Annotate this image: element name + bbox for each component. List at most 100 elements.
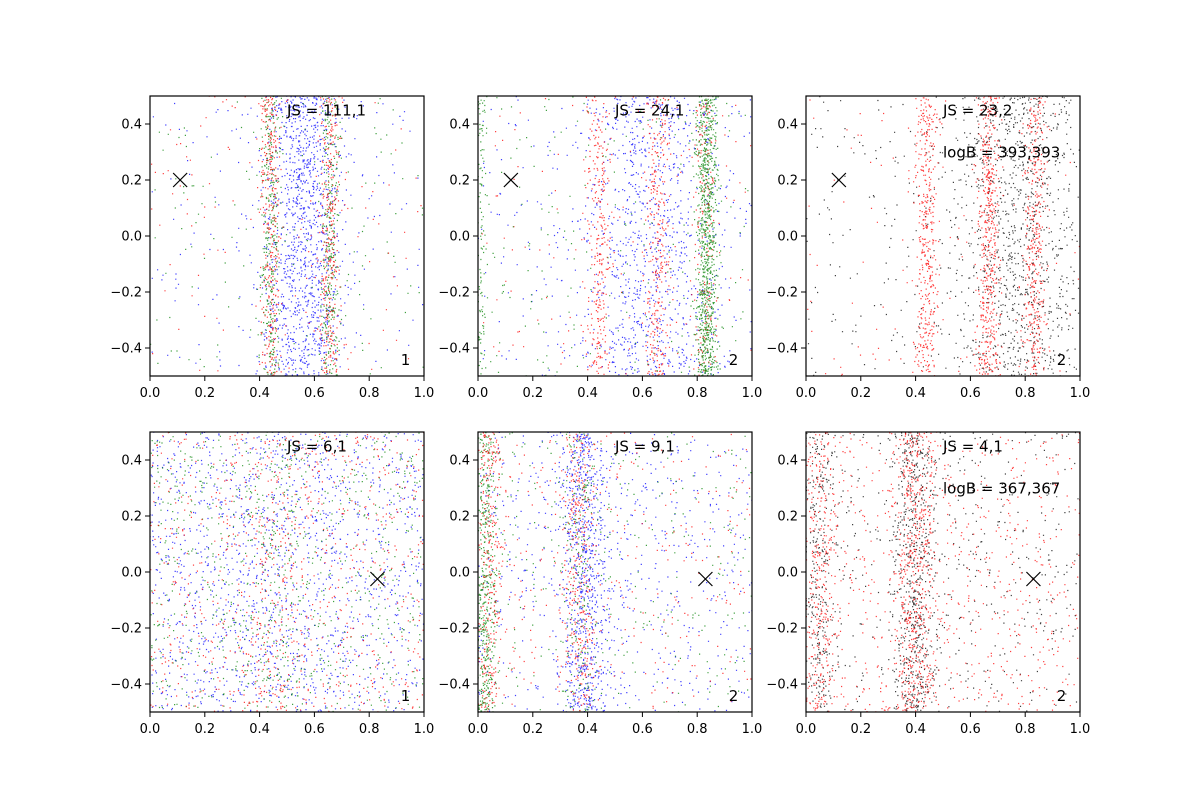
x-tick-label: 0.2 — [850, 386, 871, 401]
points-blue — [150, 432, 424, 712]
y-tick-label: −0.2 — [110, 622, 142, 637]
points-red — [150, 432, 424, 712]
js-annotation: JS = 24,1 — [614, 102, 684, 120]
y-tick-label: 0.2 — [777, 174, 798, 189]
y-tick-label: 0.0 — [449, 566, 470, 581]
scatter-points — [478, 96, 752, 376]
x-tick-label: 1.0 — [1070, 722, 1091, 737]
x-tick-label: 0.2 — [522, 386, 543, 401]
points-green — [150, 432, 424, 712]
y-tick-label: 0.0 — [121, 566, 142, 581]
y-tick-label: −0.2 — [438, 622, 470, 637]
x-tick-label: 1.0 — [414, 722, 435, 737]
panel-label: 1 — [401, 351, 411, 369]
y-tick-label: 0.2 — [121, 510, 142, 525]
series-black — [806, 432, 1079, 712]
panel-label: 2 — [1057, 351, 1067, 369]
panel-bottom-left: 0.0 0.2 0.4 0.6 0.8 1.0 0.4 0.2 0.0 −0.2 −0.4 JS = … — [110, 431, 435, 737]
series-red — [150, 432, 424, 712]
panel-top-left: 0.0 0.2 0.4 0.6 0.8 1.0 0.4 0.2 0.0 −0.2 −0.4 JS = … — [110, 95, 435, 401]
y-tick-label: 0.4 — [121, 454, 142, 469]
js-annotation: JS = 111,1 — [286, 102, 366, 120]
x-marker — [697, 571, 713, 587]
y-tick-label: −0.2 — [438, 286, 470, 301]
points-red — [478, 96, 752, 376]
series-green — [150, 432, 424, 712]
x-tick-label: 1.0 — [414, 386, 435, 401]
x-tick-label: 0.4 — [577, 386, 598, 401]
x-tick-label: 0.8 — [687, 722, 708, 737]
series-red — [806, 432, 1080, 712]
y-tick-label: 0.2 — [449, 510, 470, 525]
x-tick-label: 0.4 — [905, 722, 926, 737]
y-tick-label: 0.4 — [777, 454, 798, 469]
x-tick-label: 1.0 — [742, 722, 763, 737]
y-tick-label: 0.4 — [449, 118, 470, 133]
series-blue — [478, 96, 752, 376]
y-tick-label: −0.2 — [766, 286, 798, 301]
y-tick-label: 0.0 — [777, 566, 798, 581]
points-black — [806, 96, 1080, 376]
x-tick-label: 0.6 — [960, 386, 981, 401]
series-green — [150, 96, 424, 376]
x-tick-label: 0.8 — [1015, 386, 1036, 401]
series-green — [478, 432, 752, 712]
js-annotation: JS = 4,1 — [942, 438, 1003, 456]
x-tick-label: 0.0 — [468, 386, 489, 401]
x-tick-label: 0.2 — [850, 722, 871, 737]
y-tick-label: 0.2 — [777, 510, 798, 525]
points-red — [151, 96, 422, 376]
series-red — [478, 432, 752, 712]
panel-top-middle: 0.0 0.2 0.4 0.6 0.8 1.0 0.4 0.2 0.0 −0.2 −0.4 JS = … — [438, 95, 762, 401]
logb-annotation: logB = 393,393 — [943, 144, 1060, 162]
js-annotation: JS = 23,2 — [942, 102, 1012, 120]
y-tick-label: 0.0 — [777, 230, 798, 245]
panel-bottom-right: 0.0 0.2 0.4 0.6 0.8 1.0 0.4 0.2 0.0 −0.2 −0.4 JS = … — [766, 431, 1091, 737]
x-marker — [831, 172, 847, 188]
points-red — [807, 96, 1080, 376]
x-tick-label: 0.4 — [249, 386, 270, 401]
scatter-points — [806, 432, 1080, 712]
x-tick-label: 1.0 — [1070, 386, 1091, 401]
y-tick-label: −0.4 — [438, 678, 470, 693]
panel-label: 2 — [729, 687, 739, 705]
points-black — [806, 432, 1079, 712]
series-green — [478, 96, 749, 376]
panel-label: 2 — [729, 351, 739, 369]
axes-frame — [149, 95, 425, 377]
panel-label: 2 — [1057, 687, 1067, 705]
x-tick-label: 0.0 — [468, 722, 489, 737]
x-tick-label: 0.0 — [796, 386, 817, 401]
x-tick-label: 0.8 — [359, 386, 380, 401]
points-green — [478, 96, 749, 376]
x-tick-label: 0.4 — [249, 722, 270, 737]
y-tick-label: −0.2 — [766, 622, 798, 637]
y-tick-label: −0.4 — [766, 678, 798, 693]
points-red — [478, 432, 752, 712]
series-red — [478, 96, 752, 376]
series-blue — [150, 432, 424, 712]
x-tick-label: 0.0 — [796, 722, 817, 737]
scatter-points — [150, 432, 424, 712]
x-tick-label: 0.6 — [632, 386, 653, 401]
y-tick-label: −0.4 — [438, 342, 470, 357]
scatter-points — [478, 432, 752, 712]
x-tick-label: 0.8 — [1015, 722, 1036, 737]
panel-bottom-middle: 0.0 0.2 0.4 0.6 0.8 1.0 0.4 0.2 0.0 −0.2 −0.4 JS = … — [438, 431, 763, 737]
x-tick-label: 0.0 — [140, 386, 161, 401]
x-tick-label: 0.8 — [359, 722, 380, 737]
x-marker — [172, 172, 188, 188]
axes-frame — [477, 431, 753, 713]
x-marker — [369, 571, 385, 587]
y-tick-label: 0.4 — [449, 454, 470, 469]
logb-annotation: logB = 367,367 — [943, 480, 1060, 498]
x-marker — [503, 172, 519, 188]
x-tick-label: 0.2 — [194, 722, 215, 737]
y-tick-label: 0.2 — [121, 174, 142, 189]
points-green — [150, 96, 424, 376]
points-green — [478, 432, 752, 712]
x-tick-label: 0.4 — [905, 386, 926, 401]
y-tick-label: 0.2 — [449, 174, 470, 189]
y-tick-label: −0.4 — [110, 678, 142, 693]
